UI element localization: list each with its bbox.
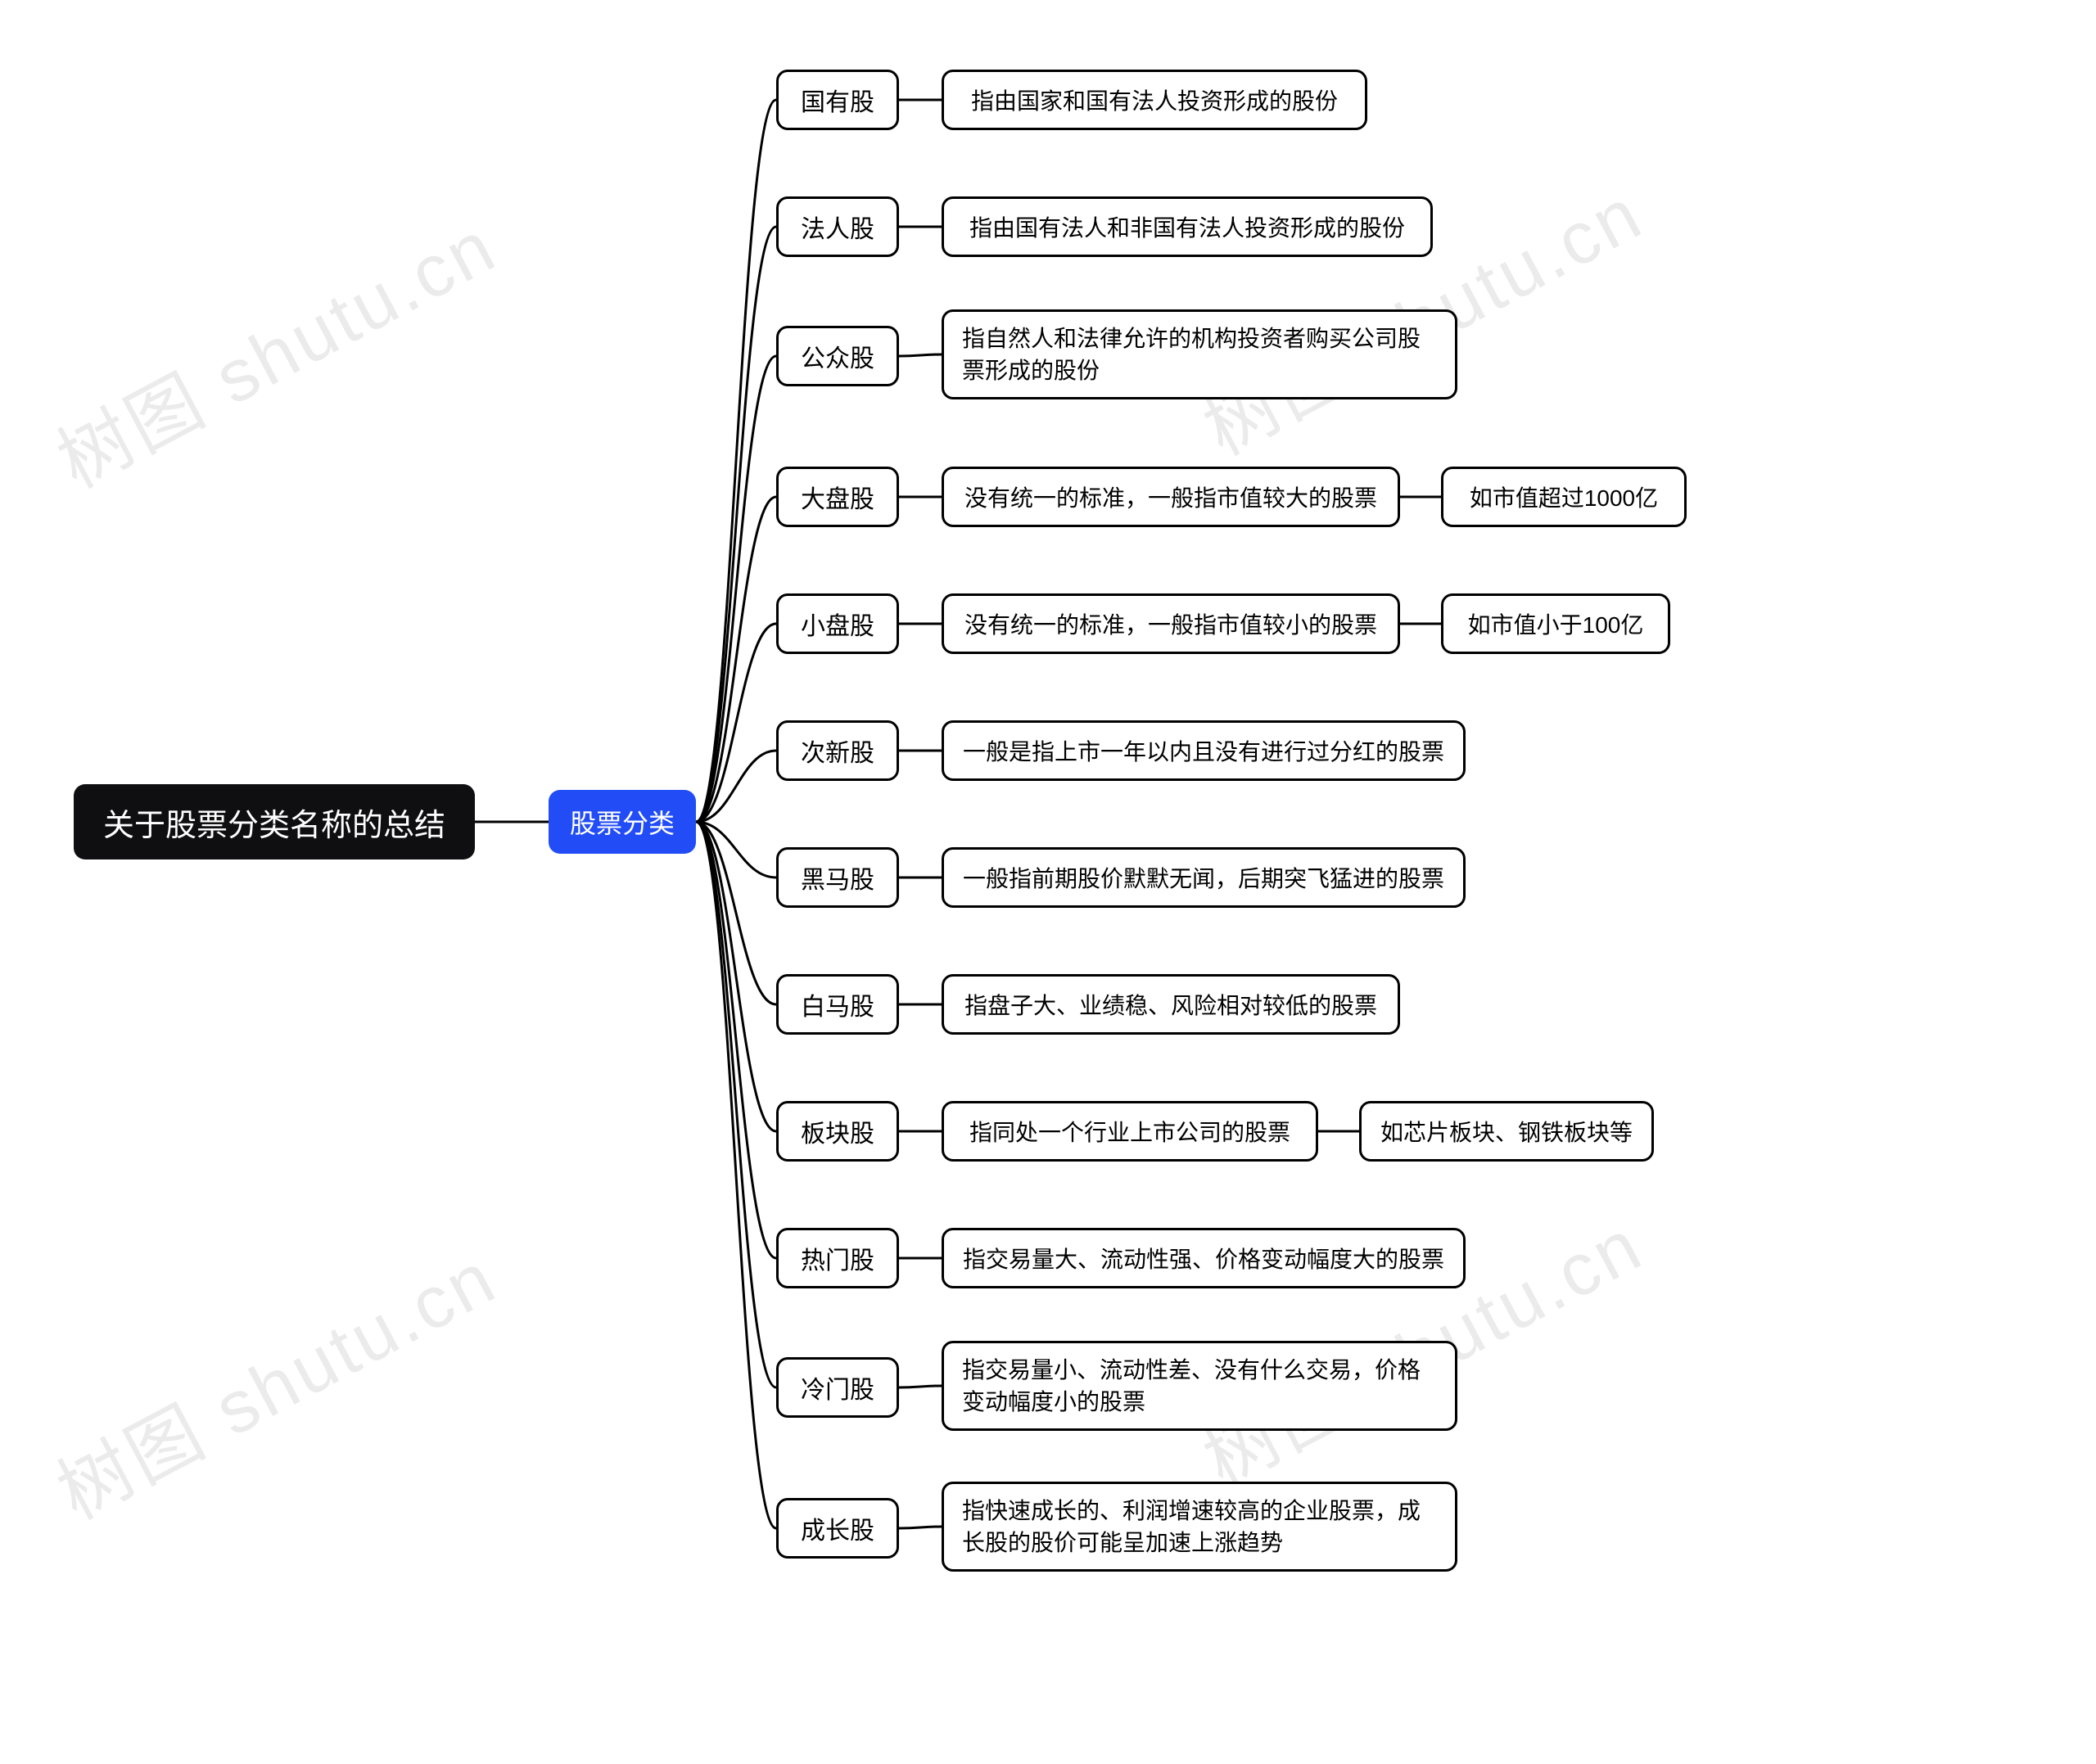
category-node[interactable]: 成长股 bbox=[776, 1498, 899, 1559]
description-node[interactable]: 一般是指上市一年以内且没有进行过分红的股票 bbox=[942, 720, 1466, 781]
category-node[interactable]: 法人股 bbox=[776, 196, 899, 257]
description-label: 一般指前期股价默默无闻，后期突飞猛进的股票 bbox=[963, 861, 1444, 894]
category-node[interactable]: 小盘股 bbox=[776, 593, 899, 654]
description-label: 指快速成长的、利润增速较高的企业股票，成长股的股价可能呈加速上涨趋势 bbox=[962, 1495, 1437, 1559]
category-label: 国有股 bbox=[801, 82, 874, 118]
category-node[interactable]: 热门股 bbox=[776, 1228, 899, 1288]
description-node[interactable]: 指盘子大、业绩稳、风险相对较低的股票 bbox=[942, 974, 1400, 1035]
example-label: 如市值小于100亿 bbox=[1468, 607, 1644, 640]
category-label: 公众股 bbox=[801, 338, 874, 374]
description-node[interactable]: 指自然人和法律允许的机构投资者购买公司股票形成的股份 bbox=[942, 309, 1457, 399]
hub-node[interactable]: 股票分类 bbox=[549, 790, 696, 854]
description-node[interactable]: 指快速成长的、利润增速较高的企业股票，成长股的股价可能呈加速上涨趋势 bbox=[942, 1482, 1457, 1572]
description-node[interactable]: 指交易量小、流动性差、没有什么交易，价格变动幅度小的股票 bbox=[942, 1341, 1457, 1431]
category-label: 小盘股 bbox=[801, 606, 874, 642]
category-node[interactable]: 国有股 bbox=[776, 70, 899, 130]
category-label: 大盘股 bbox=[801, 479, 874, 515]
description-label: 没有统一的标准，一般指市值较小的股票 bbox=[964, 607, 1377, 640]
description-label: 指由国有法人和非国有法人投资形成的股份 bbox=[969, 210, 1405, 243]
description-node[interactable]: 指同处一个行业上市公司的股票 bbox=[942, 1101, 1318, 1162]
description-label: 指交易量小、流动性差、没有什么交易，价格变动幅度小的股票 bbox=[962, 1354, 1437, 1418]
description-node[interactable]: 没有统一的标准，一般指市值较大的股票 bbox=[942, 467, 1400, 527]
category-label: 次新股 bbox=[801, 733, 874, 769]
example-node[interactable]: 如市值超过1000亿 bbox=[1441, 467, 1687, 527]
category-node[interactable]: 黑马股 bbox=[776, 847, 899, 908]
example-node[interactable]: 如芯片板块、钢铁板块等 bbox=[1359, 1101, 1654, 1162]
root-node[interactable]: 关于股票分类名称的总结 bbox=[74, 784, 475, 859]
example-node[interactable]: 如市值小于100亿 bbox=[1441, 593, 1670, 654]
root-label: 关于股票分类名称的总结 bbox=[103, 800, 445, 845]
watermark: 树图 shutu.cn bbox=[36, 187, 512, 508]
description-node[interactable]: 一般指前期股价默默无闻，后期突飞猛进的股票 bbox=[942, 847, 1466, 908]
category-label: 热门股 bbox=[801, 1240, 874, 1276]
description-node[interactable]: 没有统一的标准，一般指市值较小的股票 bbox=[942, 593, 1400, 654]
category-node[interactable]: 次新股 bbox=[776, 720, 899, 781]
category-node[interactable]: 公众股 bbox=[776, 326, 899, 386]
hub-label: 股票分类 bbox=[570, 803, 675, 841]
mindmap-canvas: 树图 shutu.cn 树图 shutu.cn 树图 shutu.cn 树图 s… bbox=[0, 0, 2096, 1764]
description-label: 指盘子大、业绩稳、风险相对较低的股票 bbox=[964, 988, 1377, 1021]
category-node[interactable]: 板块股 bbox=[776, 1101, 899, 1162]
category-label: 成长股 bbox=[801, 1510, 874, 1546]
description-label: 指由国家和国有法人投资形成的股份 bbox=[971, 83, 1338, 116]
description-node[interactable]: 指由国有法人和非国有法人投资形成的股份 bbox=[942, 196, 1433, 257]
description-node[interactable]: 指交易量大、流动性强、价格变动幅度大的股票 bbox=[942, 1228, 1466, 1288]
category-label: 冷门股 bbox=[801, 1369, 874, 1405]
description-label: 指交易量大、流动性强、价格变动幅度大的股票 bbox=[963, 1242, 1444, 1275]
description-label: 指自然人和法律允许的机构投资者购买公司股票形成的股份 bbox=[962, 323, 1437, 386]
watermark: 树图 shutu.cn bbox=[36, 1219, 512, 1539]
category-node[interactable]: 大盘股 bbox=[776, 467, 899, 527]
description-node[interactable]: 指由国家和国有法人投资形成的股份 bbox=[942, 70, 1367, 130]
category-node[interactable]: 白马股 bbox=[776, 974, 899, 1035]
category-node[interactable]: 冷门股 bbox=[776, 1357, 899, 1418]
category-label: 黑马股 bbox=[801, 859, 874, 896]
category-label: 白马股 bbox=[801, 986, 874, 1022]
example-label: 如芯片板块、钢铁板块等 bbox=[1380, 1115, 1633, 1148]
description-label: 指同处一个行业上市公司的股票 bbox=[969, 1115, 1290, 1148]
description-label: 没有统一的标准，一般指市值较大的股票 bbox=[964, 480, 1377, 513]
category-label: 板块股 bbox=[801, 1113, 874, 1149]
example-label: 如市值超过1000亿 bbox=[1470, 480, 1658, 513]
description-label: 一般是指上市一年以内且没有进行过分红的股票 bbox=[963, 734, 1444, 767]
category-label: 法人股 bbox=[801, 209, 874, 245]
